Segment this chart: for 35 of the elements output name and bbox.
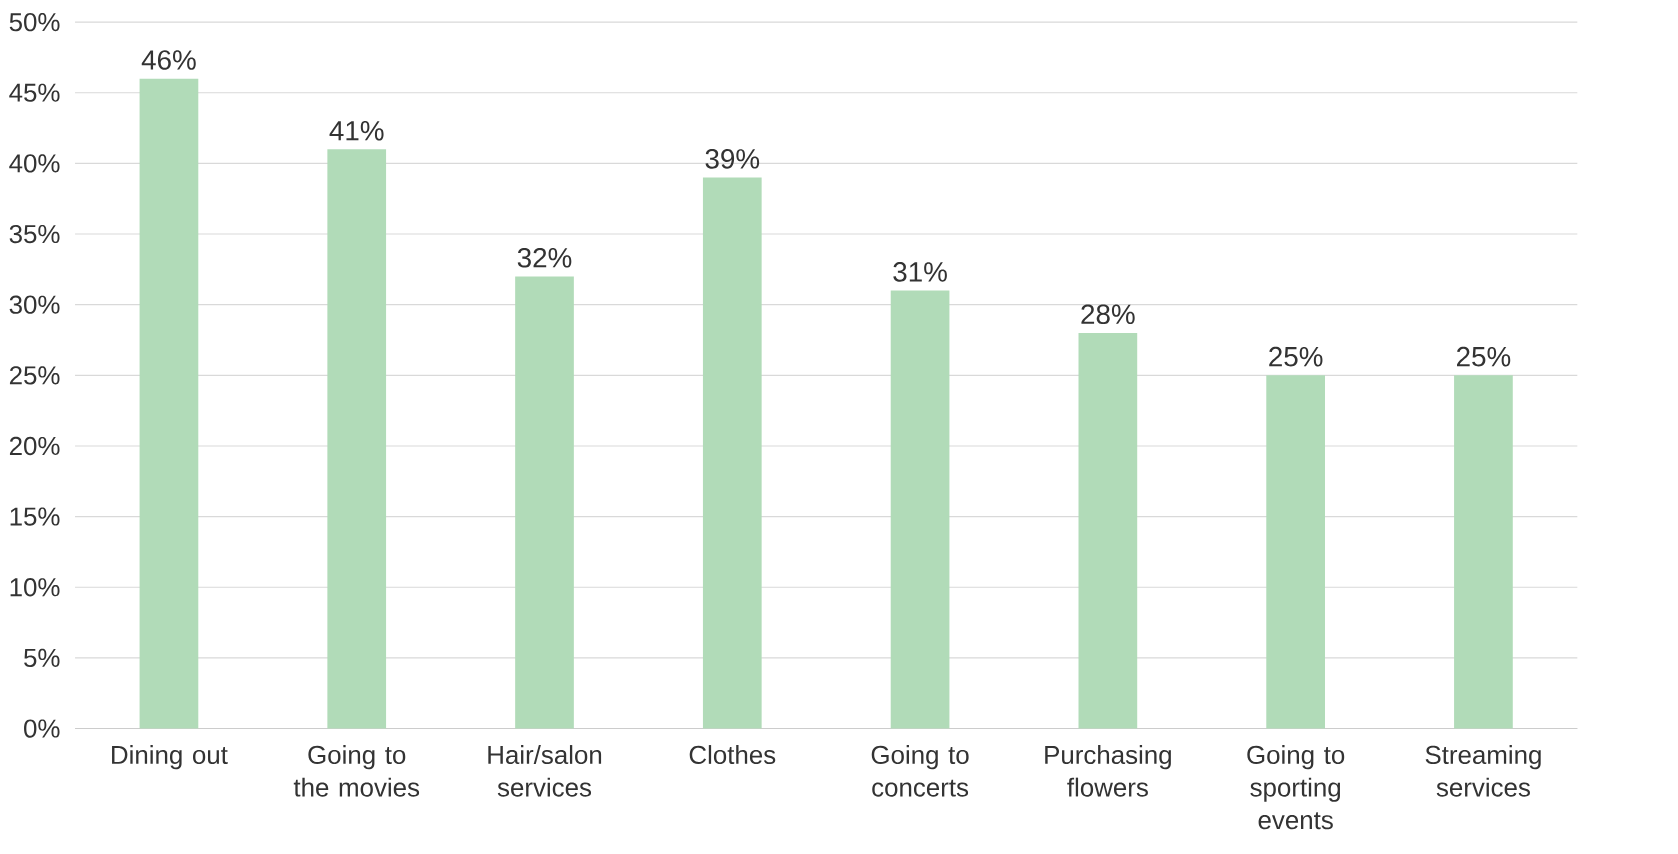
- y-tick-label: 5%: [24, 648, 60, 668]
- y-tick-label: 20%: [9, 436, 60, 456]
- x-tick-label: Going to sporting events: [1247, 745, 1345, 830]
- data-label: 31%: [893, 262, 947, 282]
- y-tick-label: 10%: [10, 578, 60, 597]
- x-tick-label: Purchasing flowers: [1045, 745, 1171, 797]
- y-tick-label: 45%: [9, 83, 60, 103]
- data-label: 25%: [1269, 347, 1323, 367]
- bar: [515, 276, 574, 729]
- bar: [1266, 375, 1325, 729]
- y-tick-label: 35%: [9, 225, 60, 244]
- data-label: 25%: [1457, 347, 1511, 367]
- x-tick-label: Dining out: [112, 745, 228, 770]
- y-tick-label: 40%: [9, 154, 60, 173]
- bar: [1454, 375, 1513, 729]
- bar: [139, 78, 199, 729]
- bar: [890, 290, 950, 729]
- x-tick-label: Streaming services: [1425, 745, 1541, 797]
- x-tick-label: Clothes: [689, 745, 776, 765]
- data-label: 28%: [1081, 304, 1135, 325]
- y-tick-label: 50%: [9, 13, 60, 32]
- bar: [702, 177, 762, 729]
- x-tick-label: Going to the movies: [293, 745, 420, 797]
- bar: [1078, 333, 1138, 729]
- bar: [327, 149, 387, 729]
- data-label: 46%: [141, 50, 196, 70]
- data-label: 39%: [705, 149, 760, 169]
- y-tick-label: 25%: [9, 366, 60, 385]
- x-tick-label: Hair/salon services: [488, 745, 602, 797]
- x-tick-label: Going to concerts: [871, 745, 969, 797]
- data-label: 32%: [517, 248, 572, 268]
- data-label: 41%: [329, 121, 384, 141]
- y-tick-label: 15%: [10, 507, 60, 526]
- y-tick-label: 30%: [9, 295, 60, 315]
- y-tick-label: 0%: [24, 719, 60, 738]
